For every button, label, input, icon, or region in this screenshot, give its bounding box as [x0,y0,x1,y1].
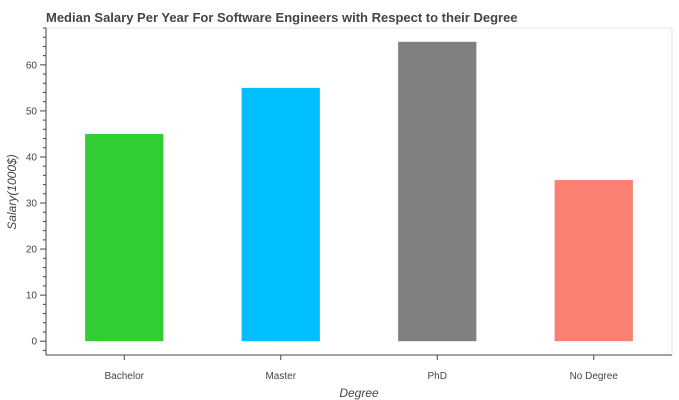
chart-title: Median Salary Per Year For Software Engi… [46,10,518,25]
bar-master [241,87,320,342]
y-axis-label: Salary(1000$) [5,154,19,229]
y-tick-label: 40 [26,152,38,163]
x-tick-label: PhD [428,371,447,382]
x-tick-label: Bachelor [105,371,145,382]
y-tick-label: 10 [26,291,38,302]
x-axis-label: Degree [339,386,379,400]
y-tick-label: 60 [26,60,38,71]
y-tick-label: 20 [26,245,38,256]
bars-group [85,41,633,342]
bar-no-degree [554,179,633,342]
x-tick-label: Master [265,371,296,382]
y-tick-label: 50 [26,106,38,117]
x-tick-label: No Degree [570,371,619,382]
y-tick-label: 0 [31,337,37,348]
bar-bachelor [85,133,164,342]
y-tick-label: 30 [26,199,38,210]
bar-phd [398,41,477,342]
y-axis: 0 10 20 30 40 50 60 [26,27,47,355]
x-axis: Bachelor Master PhD No Degree [46,354,672,382]
